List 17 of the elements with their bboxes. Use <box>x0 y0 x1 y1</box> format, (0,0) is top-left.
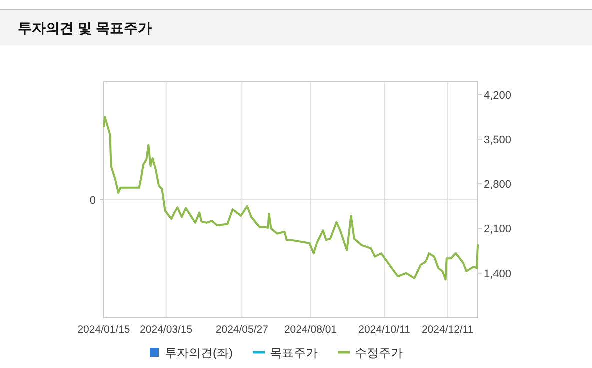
legend-label: 목표주가 <box>270 346 318 360</box>
chart-title: 투자의견 및 목표주가 <box>18 20 152 36</box>
legend-label: 투자의견(좌) <box>165 346 233 360</box>
x-tick-label: 2024/10/11 <box>358 324 411 336</box>
y2-tick-label: 4,200 <box>484 90 512 102</box>
y2-tick-label: 3,500 <box>484 134 512 146</box>
x-tick-label: 2024/12/11 <box>422 324 474 336</box>
line-series <box>103 116 479 281</box>
x-tick-label: 2024/08/01 <box>284 324 338 336</box>
legend-label: 수정주가 <box>355 346 403 360</box>
text: 0 <box>90 195 96 207</box>
y2-tick-label: 1,400 <box>484 268 512 280</box>
x-tick-label: 2024/03/15 <box>140 324 193 336</box>
y2-tick-label: 2,100 <box>484 224 512 236</box>
x-tick-label: 2024/05/27 <box>216 324 269 336</box>
y2-tick-label: 2,800 <box>484 179 512 192</box>
x-tick-label: 2024/01/15 <box>78 324 130 336</box>
